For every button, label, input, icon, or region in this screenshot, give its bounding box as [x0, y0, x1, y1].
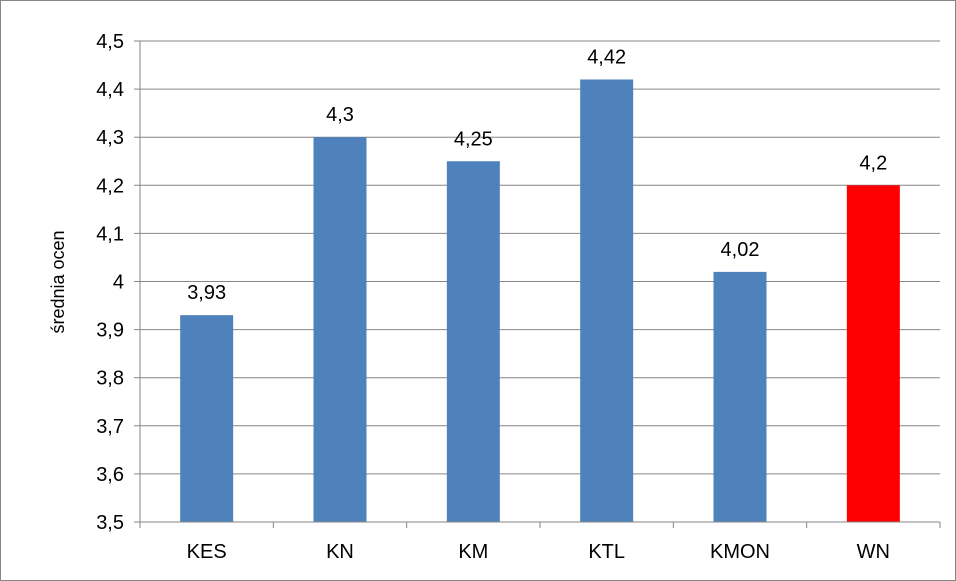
y-tick-label: 4,2 — [96, 175, 124, 197]
data-label: 4,25 — [454, 128, 493, 150]
y-tick-label: 3,9 — [96, 320, 124, 342]
data-label: 4,02 — [721, 239, 760, 261]
y-tick-label: 3,6 — [96, 464, 124, 486]
y-tick-label: 4,5 — [96, 31, 124, 53]
bar-wn — [846, 185, 900, 523]
y-axis-label: średnia ocen — [48, 230, 68, 333]
bar-ktl — [580, 79, 634, 522]
gridlines — [140, 40, 940, 475]
x-tick-label: KMON — [710, 541, 770, 563]
x-tick-label: KTL — [588, 541, 625, 563]
bar-kmon — [713, 271, 767, 522]
bar-km — [446, 161, 500, 522]
bar-kes — [180, 315, 234, 522]
data-label: 4,42 — [587, 46, 626, 68]
data-label: 4,2 — [859, 152, 887, 174]
x-tick-label: WN — [857, 541, 890, 563]
y-tick-label: 4,3 — [96, 127, 124, 149]
y-tick-label: 4,1 — [96, 223, 124, 245]
y-tick-label: 3,7 — [96, 416, 124, 438]
y-tick-label: 4,4 — [96, 79, 124, 101]
bar-kn — [313, 137, 367, 522]
data-label: 3,93 — [187, 282, 226, 304]
bars — [180, 79, 900, 523]
data-label: 4,3 — [326, 104, 354, 126]
x-tick-label: KES — [187, 541, 227, 563]
x-tick-label: KM — [458, 541, 488, 563]
axes: 3,5 3,6 3,7 3,8 3,9 4 4,1 4,2 4,3 4,4 4,5 KES KN KM KT… — [96, 31, 941, 563]
x-tick-label: KN — [326, 541, 354, 563]
data-labels: 3,93 4,3 4,25 4,42 4,02 4,2 — [187, 46, 887, 304]
y-tick-label: 4 — [113, 272, 124, 294]
y-tick-label: 3,5 — [96, 512, 124, 534]
y-tick-label: 3,8 — [96, 368, 124, 390]
